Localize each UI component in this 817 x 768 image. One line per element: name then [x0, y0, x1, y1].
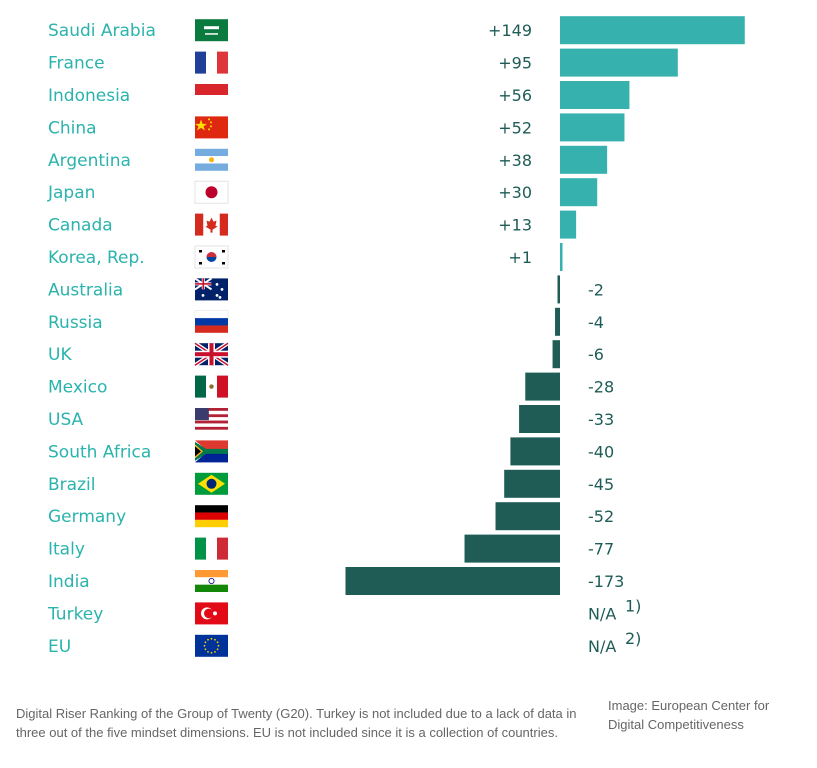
country-label-germany: Germany	[48, 507, 126, 527]
country-label-uk: UK	[48, 345, 72, 365]
france-flag-icon	[195, 51, 228, 74]
china-flag-icon	[195, 116, 228, 139]
bar-indonesia	[560, 81, 630, 109]
bar-argentina	[560, 145, 608, 174]
value-label-italy: -77	[588, 540, 614, 559]
japan-flag-icon	[194, 180, 229, 204]
bar-france	[560, 48, 678, 77]
chart-caption: Digital Riser Ranking of the Group of Tw…	[16, 706, 577, 740]
footnote-mark-turkey: 1)	[625, 596, 641, 615]
value-label-brazil: -45	[588, 475, 614, 494]
bar-china	[560, 113, 625, 142]
country-label-italy: Italy	[48, 540, 85, 560]
italy-flag-icon	[195, 537, 228, 560]
india-flag-icon	[195, 570, 228, 592]
value-label-germany: -52	[588, 507, 614, 526]
bar-japan	[560, 178, 598, 207]
saudi-arabia-flag-icon	[195, 19, 228, 42]
country-label-argentina: Argentina	[48, 151, 131, 171]
mexico-flag-icon	[195, 375, 228, 398]
bar-mexico	[525, 372, 560, 401]
bar-russia	[555, 307, 560, 336]
value-label-eu: N/A	[588, 637, 616, 656]
country-label-south-africa: South Africa	[48, 442, 151, 462]
value-label-india: -173	[588, 572, 624, 591]
value-label-china: +52	[498, 118, 532, 137]
value-label-argentina: +38	[498, 151, 532, 170]
country-label-mexico: Mexico	[48, 378, 107, 398]
bar-saudi-arabia	[560, 16, 745, 45]
value-label-france: +95	[498, 54, 532, 73]
uk-flag-icon	[193, 341, 230, 367]
country-label-japan: Japan	[47, 183, 95, 203]
russia-flag-icon	[194, 310, 229, 333]
turkey-flag-icon	[195, 602, 228, 625]
germany-flag-icon	[195, 505, 228, 528]
country-label-eu: EU	[48, 637, 71, 657]
bar-south-africa	[510, 437, 560, 466]
country-label-france: France	[48, 54, 105, 74]
bar-italy	[464, 534, 560, 563]
value-label-indonesia: +56	[498, 86, 532, 105]
country-label-india: India	[48, 572, 90, 592]
bar-uk	[552, 340, 560, 369]
country-label-australia: Australia	[48, 280, 123, 300]
korea-flag-icon	[194, 245, 229, 269]
value-label-russia: -4	[588, 313, 604, 332]
image-credit: Image: European Center for Digital Compe…	[608, 698, 770, 732]
country-label-turkey: Turkey	[47, 604, 103, 624]
value-label-uk: -6	[588, 345, 604, 364]
bar-india	[345, 567, 560, 595]
value-label-japan: +30	[498, 183, 532, 202]
value-label-usa: -33	[588, 410, 614, 429]
value-label-mexico: -28	[588, 378, 614, 397]
bar-canada	[560, 210, 577, 239]
eu-flag-icon	[195, 634, 228, 657]
bar-korea-rep	[560, 243, 563, 271]
value-label-turkey: N/A	[588, 604, 616, 623]
country-label-canada: Canada	[48, 216, 113, 236]
bar-germany	[495, 502, 560, 531]
footnote-mark-eu: 2)	[625, 629, 641, 648]
country-label-russia: Russia	[48, 313, 103, 333]
country-label-saudi-arabia: Saudi Arabia	[48, 21, 156, 41]
value-label-canada: +13	[498, 216, 532, 235]
argentina-flag-icon	[195, 148, 228, 171]
digital-riser-bar-chart: Saudi Arabia +149 France +95 Indonesia +56 Chi…	[47, 16, 745, 657]
canada-flag-icon	[195, 213, 228, 236]
australia-flag-icon	[194, 277, 228, 301]
indonesia-flag-icon	[195, 84, 228, 106]
bar-usa	[519, 405, 560, 433]
country-label-indonesia: Indonesia	[48, 86, 130, 106]
south-africa-flag-icon	[195, 440, 228, 463]
value-label-korea-rep: +1	[508, 248, 532, 267]
bar-australia	[557, 275, 560, 304]
value-label-south-africa: -40	[588, 442, 614, 461]
country-label-usa: USA	[48, 410, 84, 430]
country-label-brazil: Brazil	[48, 475, 95, 495]
value-label-saudi-arabia: +149	[488, 21, 532, 40]
brazil-flag-icon	[195, 472, 228, 495]
country-label-korea-rep: Korea, Rep.	[48, 248, 145, 268]
country-label-china: China	[48, 118, 97, 138]
usa-flag-icon	[195, 408, 228, 430]
bar-brazil	[504, 469, 560, 498]
value-label-australia: -2	[588, 280, 604, 299]
